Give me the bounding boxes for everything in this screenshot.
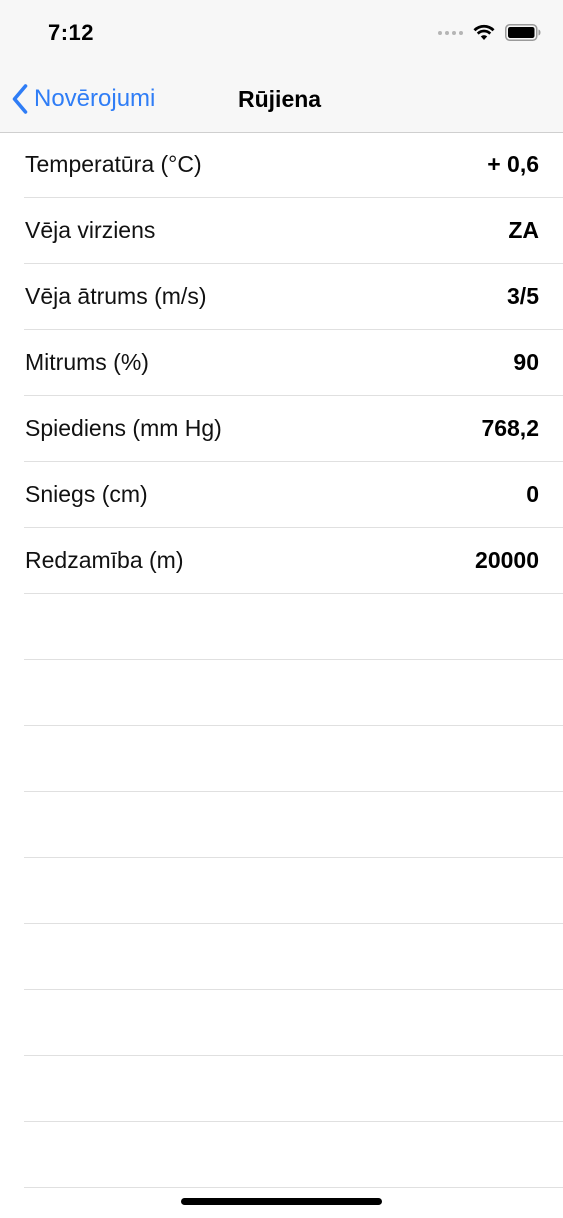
status-time: 7:12	[48, 20, 95, 45]
table-row-humidity: Mitrums (%) 90	[24, 330, 563, 396]
row-label: Vēja ātrums (m/s)	[25, 283, 207, 309]
table-row-pressure: Spiediens (mm Hg) 768,2	[24, 396, 563, 462]
chevron-left-icon	[12, 84, 28, 114]
row-value: + 0,6	[487, 151, 539, 177]
row-label: Sniegs (cm)	[25, 481, 148, 507]
battery-icon	[505, 24, 541, 41]
empty-table-row	[24, 726, 563, 792]
row-value: 0	[526, 481, 539, 507]
home-indicator[interactable]	[181, 1198, 382, 1205]
row-label: Vēja virziens	[25, 217, 156, 243]
table-row-snow: Sniegs (cm) 0	[24, 462, 563, 528]
row-value: 768,2	[481, 415, 539, 441]
empty-table-row	[24, 1122, 563, 1188]
row-label: Temperatūra (°C)	[25, 151, 202, 177]
empty-table-row	[24, 594, 563, 660]
signal-dots-icon	[438, 30, 463, 35]
empty-table-row	[24, 1056, 563, 1122]
table-row-wind-direction: Vēja virziens ZA	[24, 198, 563, 264]
table-row-temperature: Temperatūra (°C) + 0,6	[24, 132, 563, 198]
status-bar: 7:12	[0, 0, 563, 66]
empty-table-row	[24, 660, 563, 726]
table-row-wind-speed: Vēja ātrums (m/s) 3/5	[24, 264, 563, 330]
wifi-icon	[473, 24, 495, 40]
row-value: 20000	[475, 547, 539, 573]
empty-table-row	[24, 924, 563, 990]
observations-table: Temperatūra (°C) + 0,6 Vēja virziens ZA …	[0, 132, 563, 1188]
page-title: Rūjiena	[238, 86, 322, 112]
row-value: 90	[513, 349, 539, 375]
status-icons	[438, 24, 541, 41]
row-label: Mitrums (%)	[25, 349, 149, 375]
row-value: 3/5	[507, 283, 539, 309]
empty-table-row	[24, 792, 563, 858]
row-value: ZA	[508, 217, 539, 243]
back-button[interactable]: Novērojumi	[12, 82, 155, 116]
empty-table-row	[24, 858, 563, 924]
empty-table-row	[24, 990, 563, 1056]
navigation-bar: Novērojumi Rūjiena	[0, 66, 563, 133]
table-row-visibility: Redzamība (m) 20000	[24, 528, 563, 594]
row-label: Redzamība (m)	[25, 547, 184, 573]
back-button-label: Novērojumi	[34, 85, 156, 112]
row-label: Spiediens (mm Hg)	[25, 415, 222, 441]
